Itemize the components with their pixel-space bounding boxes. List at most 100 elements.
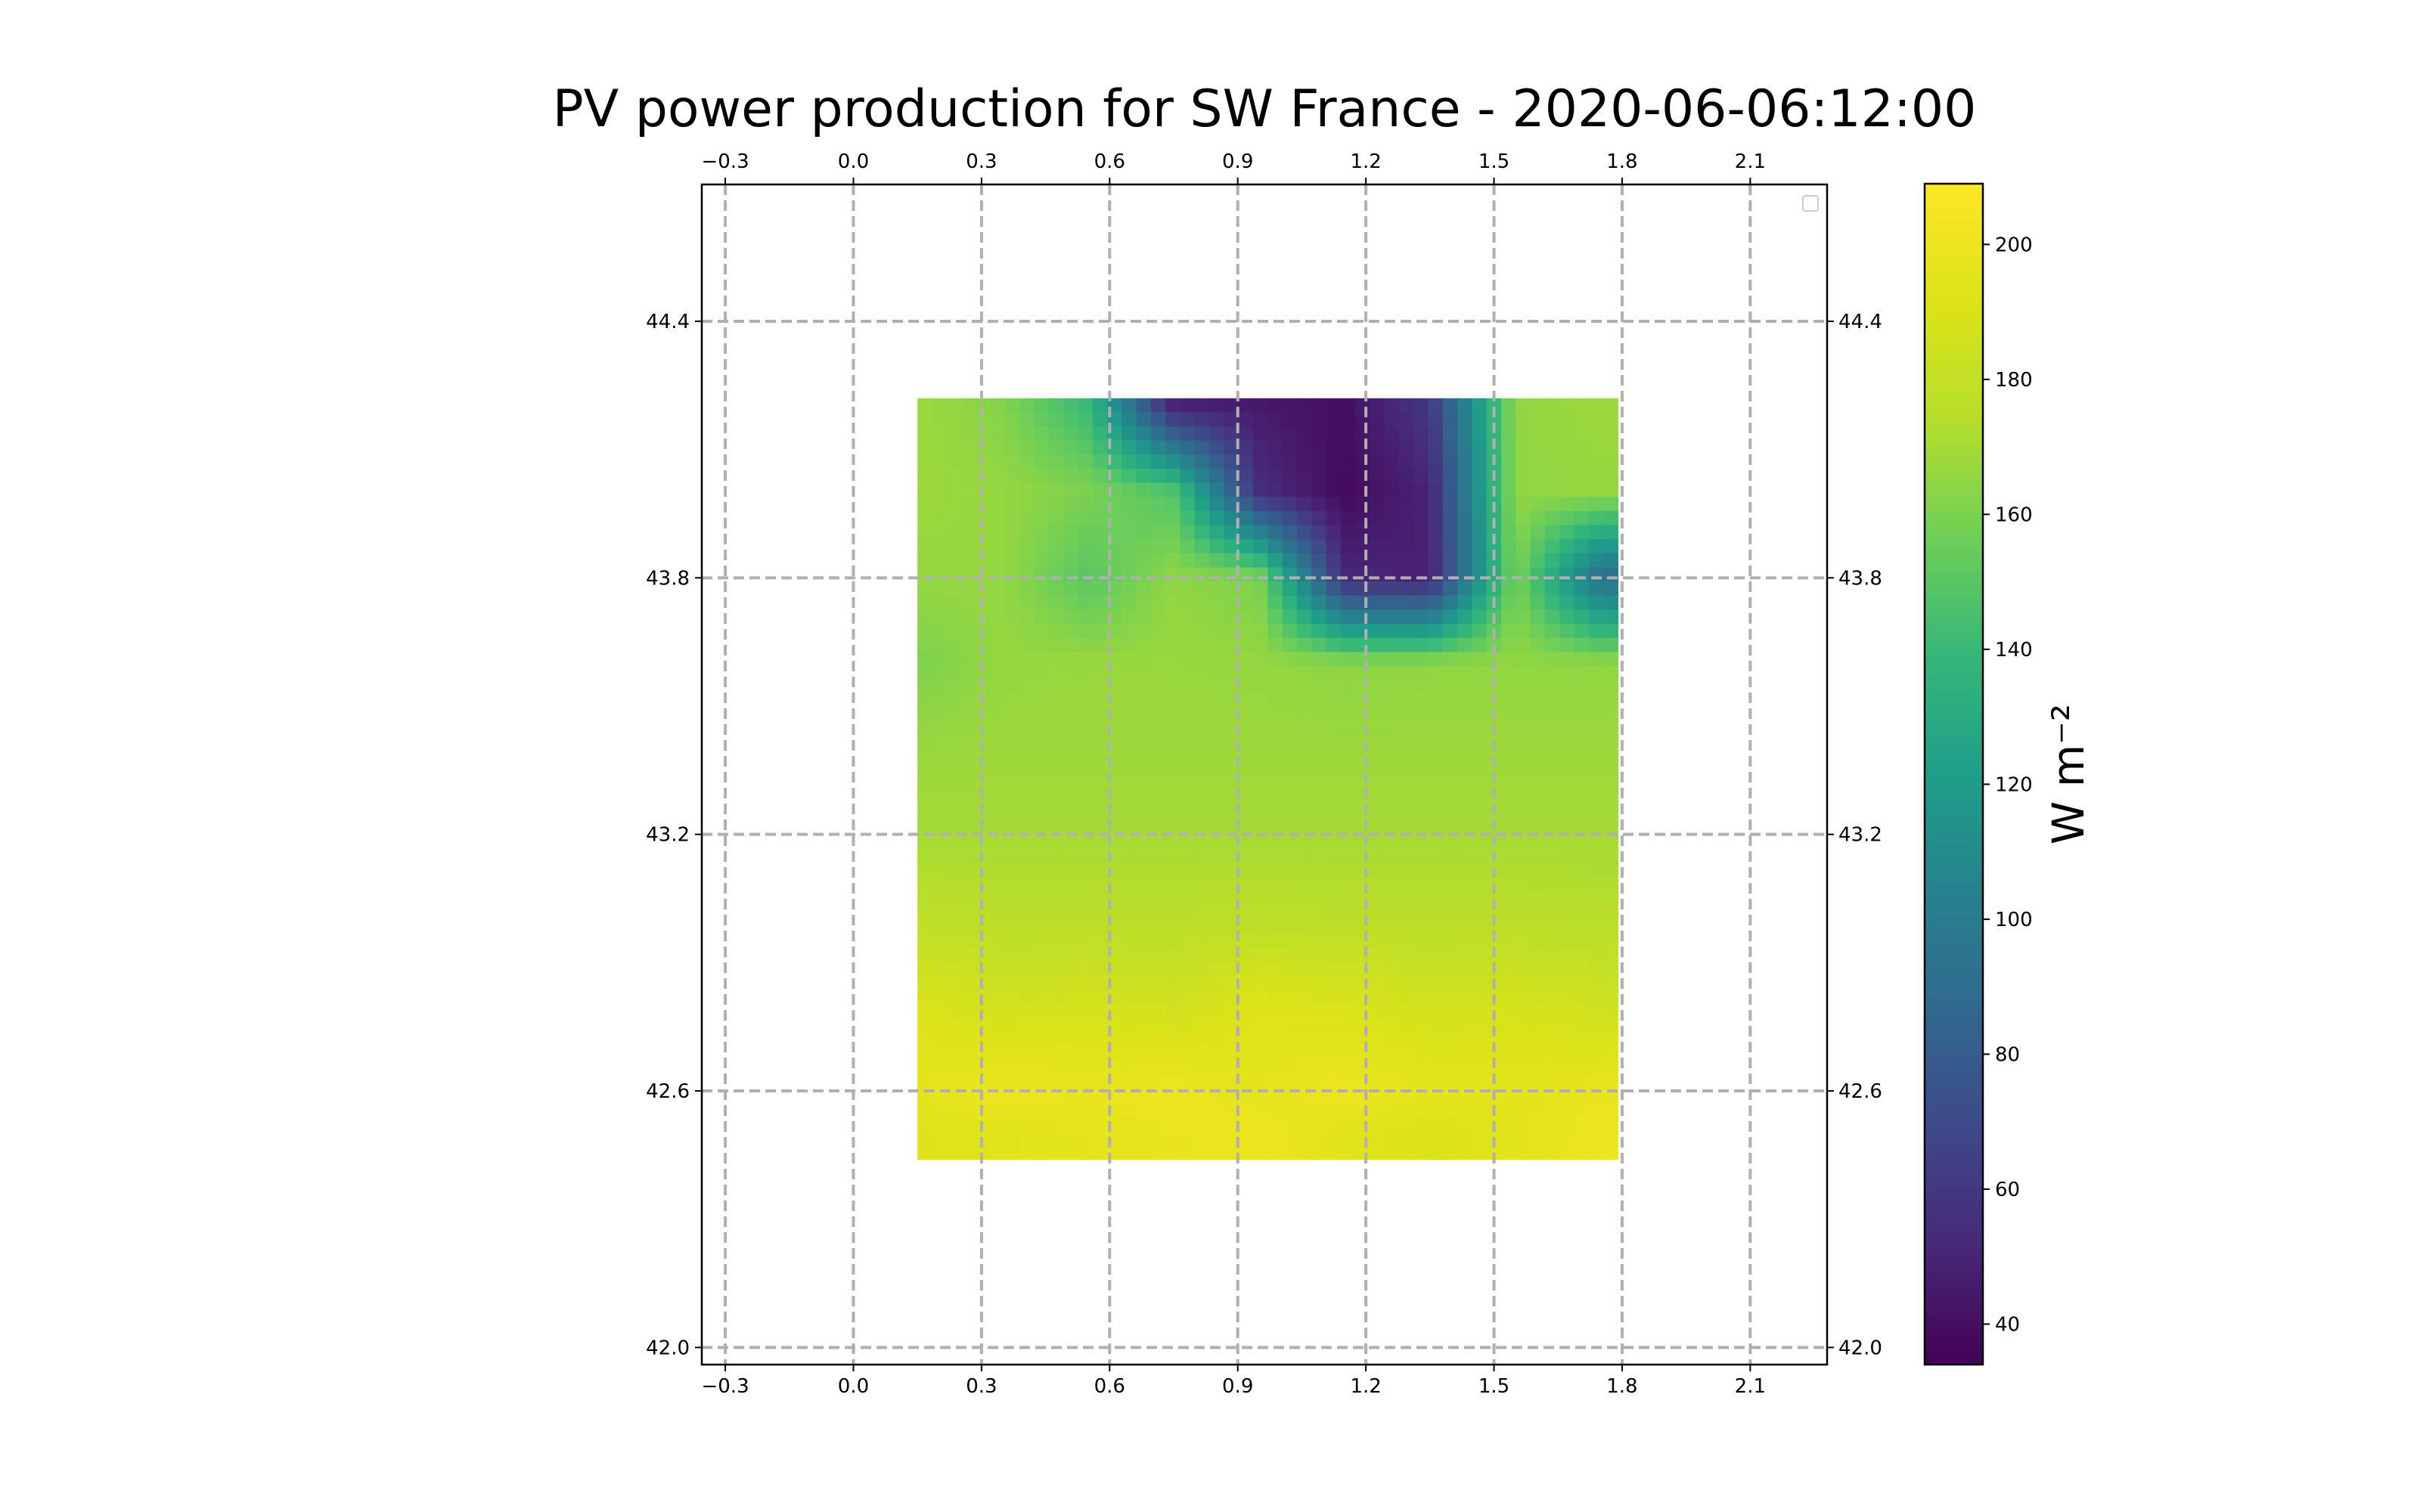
heatmap-cell [1078,454,1094,469]
heatmap-cell [1004,510,1021,526]
heatmap-cell [1092,482,1108,498]
heatmap-cell [1355,792,1371,808]
heatmap-cell [1340,1102,1356,1118]
heatmap-cell [1238,792,1254,808]
heatmap-cell [1311,652,1327,667]
heatmap-cell [1092,398,1108,414]
heatmap-cell [1544,482,1560,498]
heatmap-cell [1238,990,1254,1005]
heatmap-cell [1224,694,1239,709]
heatmap-cell [1282,891,1298,906]
heatmap-cell [1574,510,1590,526]
heatmap-cell [1004,680,1021,696]
heatmap-cell [1048,934,1064,949]
heatmap-cell [917,807,933,822]
heatmap-cell [1063,609,1079,624]
heatmap-cell [1500,1074,1517,1090]
heatmap-cell [1238,609,1254,624]
heatmap-cell [1544,821,1560,836]
heatmap-cell [1048,863,1064,878]
x-tick-label-top: 0.6 [1094,150,1125,173]
heatmap-cell [1530,1089,1546,1104]
heatmap-cell [1165,877,1181,893]
heatmap-cell [1472,905,1488,921]
heatmap-cell [976,454,991,469]
heatmap-cell [1004,736,1021,751]
heatmap-cell [1209,454,1225,469]
heatmap-cell [1311,849,1327,864]
heatmap-cell [1136,1046,1152,1061]
heatmap-cell [1311,624,1327,639]
heatmap-cell [1516,722,1531,738]
heatmap-cell [1019,947,1035,963]
heatmap-cell [1034,1046,1050,1061]
heatmap-cell [990,567,1006,582]
heatmap-cell [1224,426,1239,442]
heatmap-cell [1326,947,1342,963]
heatmap-cell [1048,637,1064,653]
heatmap-cell [1063,1046,1079,1061]
heatmap-cell [1048,1046,1064,1061]
heatmap-cell [1267,736,1283,751]
heatmap-cell [1238,581,1254,596]
heatmap-cell [961,694,977,709]
heatmap-cell [1559,905,1575,921]
heatmap-cell [1413,779,1429,794]
heatmap-cell [1457,1046,1473,1061]
heatmap-cell [1252,1131,1269,1146]
heatmap-cell [1165,821,1181,836]
heatmap-cell [1048,567,1064,582]
heatmap-cell [990,947,1006,963]
heatmap-cell [1428,877,1444,893]
heatmap-cell [1355,454,1371,469]
heatmap-cell [1282,792,1298,808]
heatmap-cell [1442,990,1458,1005]
heatmap-cell [1413,412,1429,427]
heatmap-cell [1603,426,1619,442]
heatmap-cell [1472,595,1488,611]
heatmap-cell [1209,1061,1225,1076]
heatmap-cell [1500,595,1517,611]
heatmap-cell [1457,976,1473,991]
heatmap-cell [1603,792,1619,808]
heatmap-cell [976,863,991,878]
heatmap-cell [1574,722,1590,738]
heatmap-cell [1500,962,1517,977]
heatmap-cell [1165,609,1181,624]
heatmap-cell [1165,750,1181,766]
heatmap-cell [1296,1102,1312,1118]
heatmap-cell [1413,947,1429,963]
heatmap-cell [1311,637,1327,653]
heatmap-cell [1413,750,1429,766]
heatmap-cell [1282,609,1298,624]
heatmap-cell [1486,919,1502,935]
heatmap-cell [1194,595,1210,611]
heatmap-cell [1209,821,1225,836]
heatmap-cell [1530,525,1546,541]
heatmap-cell [1063,539,1079,554]
heatmap-cell [932,510,948,526]
heatmap-cell [1370,497,1385,512]
heatmap-cell [1603,666,1619,681]
heatmap-cell [1588,877,1604,893]
heatmap-cell [1004,525,1021,541]
heatmap-cell [1500,807,1517,822]
heatmap-cell [1063,1004,1079,1019]
heatmap-cell [1224,666,1239,681]
heatmap-cell [1413,919,1429,935]
heatmap-cell [1282,750,1298,766]
heatmap-cell [917,1102,933,1118]
heatmap-cell [932,497,948,512]
heatmap-cell [1472,821,1488,836]
heatmap-cell [1370,454,1385,469]
heatmap-cell [1442,666,1458,681]
heatmap-cell [1180,497,1196,512]
heatmap-cell [1238,821,1254,836]
heatmap-cell [1180,680,1196,696]
heatmap-cell [1224,736,1239,751]
heatmap-cell [1034,750,1050,766]
heatmap-cell [1516,779,1531,794]
heatmap-cell [1282,426,1298,442]
heatmap-cell [1530,510,1546,526]
heatmap-cell [1442,1061,1458,1076]
